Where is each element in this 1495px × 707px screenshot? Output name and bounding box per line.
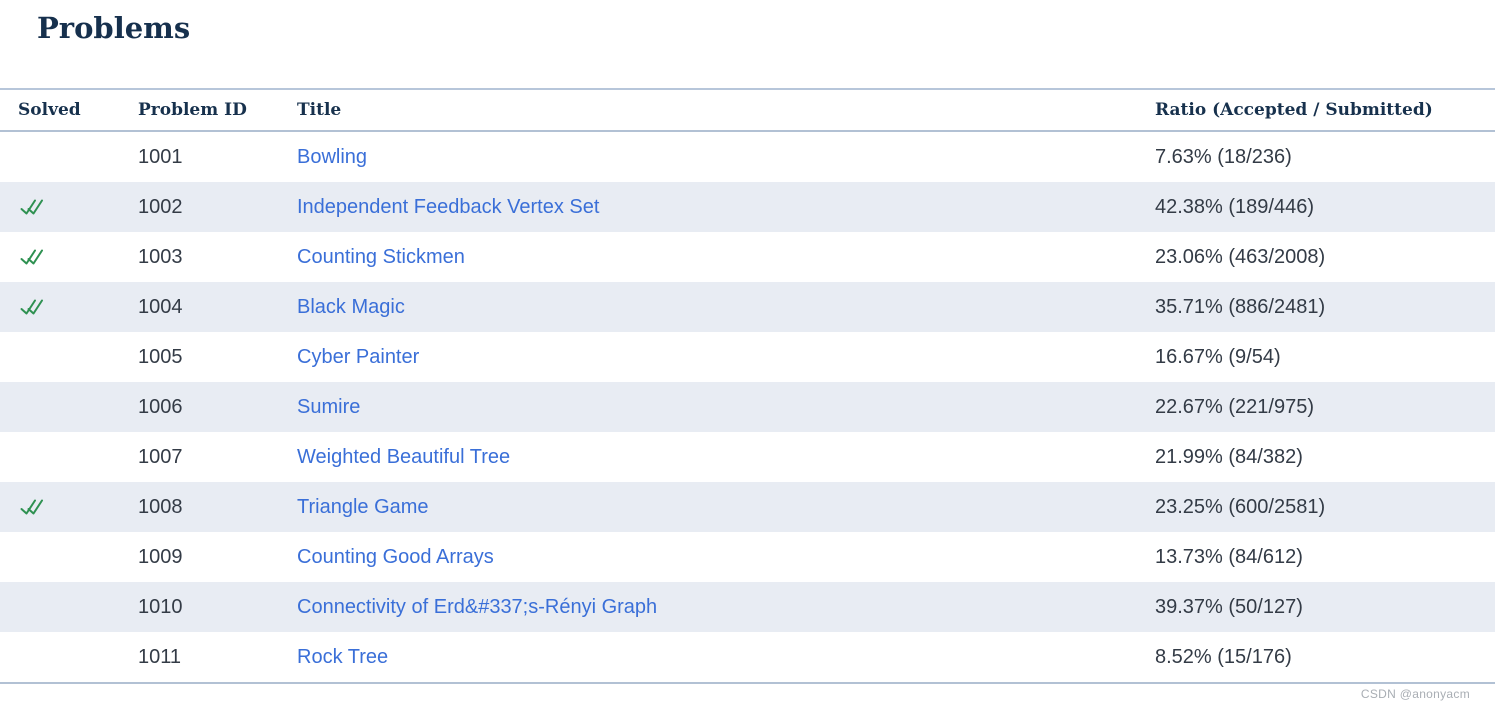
problem-id: 1005 [138,345,183,368]
solved-check-icon [20,199,43,215]
solved-cell [0,632,138,683]
table-row: 1006 Sumire 22.67% (221/975) [0,382,1495,432]
solved-cell [0,182,138,232]
problem-id: 1004 [138,295,183,318]
table-row: 1003 Counting Stickmen 23.06% (463/2008) [0,232,1495,282]
problem-title-link[interactable]: Cyber Painter [297,345,420,368]
title-cell: Black Magic [297,282,1155,332]
problem-title-link[interactable]: Rock Tree [297,645,389,668]
table-header-row: Solved Problem ID Title Ratio (Accepted … [0,89,1495,131]
solved-cell [0,432,138,482]
problem-ratio: 16.67% (9/54) [1155,345,1281,368]
problem-title-link[interactable]: Sumire [297,395,361,418]
problem-id: 1009 [138,545,183,568]
solved-check-icon [20,499,43,515]
problem-ratio: 42.38% (189/446) [1155,195,1315,218]
problem-ratio: 35.71% (886/2481) [1155,295,1326,318]
problem-title-link[interactable]: Black Magic [297,295,405,318]
table-row: 1007 Weighted Beautiful Tree 21.99% (84/… [0,432,1495,482]
header-problem-id: Problem ID [138,100,247,120]
problem-ratio: 23.25% (600/2581) [1155,495,1326,518]
solved-check-icon [20,249,43,265]
table-row: 1009 Counting Good Arrays 13.73% (84/612… [0,532,1495,582]
problem-title-link[interactable]: Independent Feedback Vertex Set [297,195,600,218]
title-cell: Weighted Beautiful Tree [297,432,1155,482]
title-cell: Cyber Painter [297,332,1155,382]
title-cell: Counting Good Arrays [297,532,1155,582]
title-cell: Independent Feedback Vertex Set [297,182,1155,232]
title-cell: Bowling [297,131,1155,182]
header-ratio: Ratio (Accepted / Submitted) [1155,100,1433,120]
problem-ratio: 23.06% (463/2008) [1155,245,1326,268]
problem-title-link[interactable]: Counting Good Arrays [297,545,494,568]
problems-table: Solved Problem ID Title Ratio (Accepted … [0,88,1495,684]
problem-id: 1002 [138,195,183,218]
problem-ratio: 39.37% (50/127) [1155,595,1303,618]
solved-cell [0,332,138,382]
table-row: 1004 Black Magic 35.71% (886/2481) [0,282,1495,332]
page-title: Problems [37,11,191,45]
table-header: Solved Problem ID Title Ratio (Accepted … [0,89,1495,131]
problem-ratio: 21.99% (84/382) [1155,445,1303,468]
table-row: 1008 Triangle Game 23.25% (600/2581) [0,482,1495,532]
problem-title-link[interactable]: Bowling [297,145,368,168]
solved-cell [0,582,138,632]
table-row: 1010 Connectivity of Erd&#337;s-Rényi Gr… [0,582,1495,632]
title-cell: Triangle Game [297,482,1155,532]
problem-title-link[interactable]: Triangle Game [297,495,429,518]
title-cell: Connectivity of Erd&#337;s-Rényi Graph [297,582,1155,632]
solved-cell [0,532,138,582]
title-cell: Counting Stickmen [297,232,1155,282]
problem-id: 1001 [138,145,183,168]
solved-cell [0,232,138,282]
problem-ratio: 8.52% (15/176) [1155,645,1292,668]
title-cell: Sumire [297,382,1155,432]
problem-title-link[interactable]: Counting Stickmen [297,245,465,268]
problem-ratio: 7.63% (18/236) [1155,145,1292,168]
solved-cell [0,282,138,332]
solved-cell [0,482,138,532]
problem-id: 1006 [138,395,183,418]
watermark: CSDN @anonyacm [1360,687,1470,701]
problem-title-link[interactable]: Weighted Beautiful Tree [297,445,511,468]
solved-cell [0,382,138,432]
title-cell: Rock Tree [297,632,1155,683]
problem-ratio: 13.73% (84/612) [1155,545,1303,568]
problems-table-body: 1001 Bowling 7.63% (18/236) 1002 Indepen… [0,131,1495,683]
problem-ratio: 22.67% (221/975) [1155,395,1315,418]
table-row: 1002 Independent Feedback Vertex Set 42.… [0,182,1495,232]
problem-id: 1010 [138,595,183,618]
table-row: 1005 Cyber Painter 16.67% (9/54) [0,332,1495,382]
solved-check-icon [20,299,43,315]
header-title: Title [297,100,342,120]
problem-title-link[interactable]: Connectivity of Erd&#337;s-Rényi Graph [297,595,658,618]
table-row: 1011 Rock Tree 8.52% (15/176) [0,632,1495,683]
problem-id: 1003 [138,245,183,268]
header-solved: Solved [18,100,81,120]
problem-id: 1011 [138,645,182,668]
solved-cell [0,131,138,182]
problem-id: 1008 [138,495,183,518]
problem-id: 1007 [138,445,183,468]
table-row: 1001 Bowling 7.63% (18/236) [0,131,1495,182]
